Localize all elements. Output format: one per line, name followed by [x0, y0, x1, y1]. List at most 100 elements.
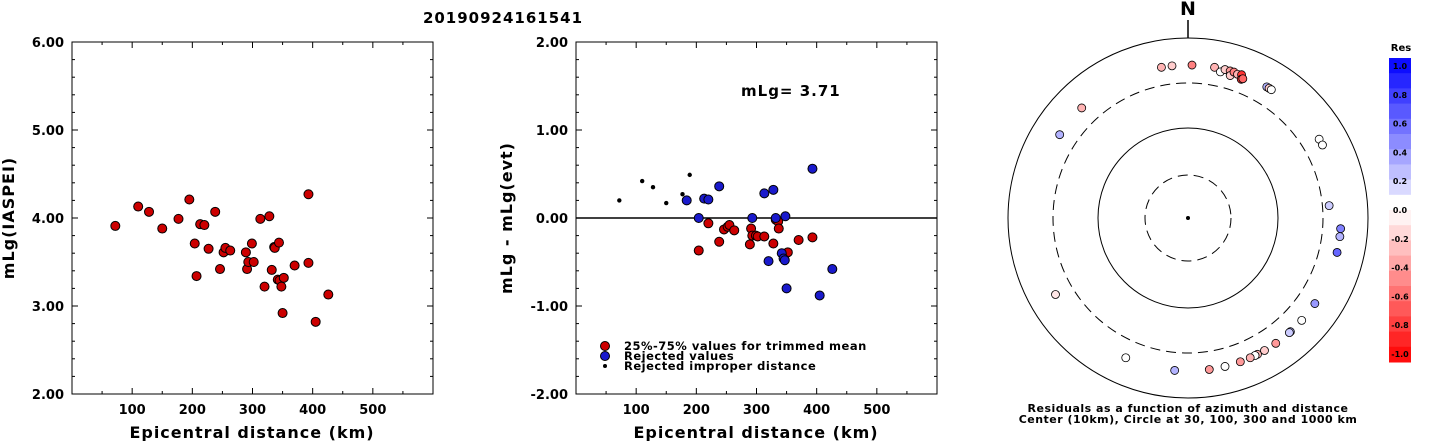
residual-point [1204, 365, 1214, 374]
colorbar-label: 0.2 [1393, 177, 1407, 186]
accepted-point [259, 281, 270, 292]
polar-caption-line1: Residuals as a function of azimuth and d… [1028, 402, 1349, 415]
accepted-point [714, 236, 725, 247]
plot1-xlabel: Epicentral distance (km) [129, 423, 374, 441]
colorbar-cell [1389, 164, 1411, 181]
colorbar-label: 0.8 [1393, 91, 1408, 100]
colorbar-label: -0.2 [1391, 235, 1409, 244]
improper-distance-point [687, 172, 692, 178]
x-tick-label: 400 [803, 403, 830, 418]
residual-point [1335, 232, 1345, 242]
improper-distance-point [617, 198, 622, 203]
legend-rejected-label: Rejected values [624, 349, 734, 363]
accepted-point [133, 201, 144, 212]
y-tick-label: -2.00 [531, 388, 568, 403]
colorbar-labels: 1.0 0.8 0.6 0.4 0.2 0.0 -0.2 -0.4 -0.6 -0.8 -1.0 [1391, 62, 1409, 359]
rejected-point [807, 163, 818, 174]
figure-title: 20190924161541 [423, 9, 583, 27]
colorbar-cell [1389, 73, 1411, 89]
y-tick-label: 5.00 [32, 124, 64, 139]
accepted-point [278, 272, 289, 283]
plot1-points [110, 189, 334, 327]
colorbar-cell [1389, 225, 1411, 241]
rejected-point [779, 255, 790, 266]
accepted-point [191, 271, 202, 282]
accepted-point [203, 243, 214, 254]
x-tick-label: 400 [299, 403, 326, 418]
x-tick-label: 200 [179, 403, 206, 418]
rejected-point [703, 194, 714, 205]
accepted-point [744, 239, 755, 250]
y-tick-label: 1.00 [536, 124, 568, 139]
colorbar-cell [1389, 149, 1411, 165]
residual-point [1245, 353, 1255, 363]
residual-point [1170, 366, 1180, 375]
ring-30km [1144, 174, 1232, 262]
residual-point [1121, 353, 1131, 363]
y-tick-label: 2.00 [32, 388, 64, 403]
accepted-point [173, 213, 184, 224]
colorbar-cells [1389, 58, 1411, 363]
rejected-point [747, 213, 758, 223]
colorbar-label: -0.4 [1391, 264, 1409, 273]
colorbar-cell [1389, 286, 1411, 302]
plot2-annotation: mLg= 3.71 [741, 82, 841, 100]
x-tick-label: 100 [119, 403, 146, 418]
colorbar-label: 0.6 [1393, 120, 1408, 129]
ring-100km [1097, 127, 1279, 309]
colorbar-cell [1389, 255, 1411, 272]
colorbar-label: 0.4 [1393, 148, 1408, 157]
plot1-ylabel: mLg(IASPEI) [0, 157, 18, 279]
accepted-point [303, 257, 314, 268]
accepted-point [310, 316, 321, 327]
plot2-legend: 25%-75% values for trimmed mean Rejected… [600, 339, 866, 373]
residual-point [1220, 362, 1230, 371]
residual-point [1324, 201, 1334, 211]
plot2-xlabel: Epicentral distance (km) [633, 423, 878, 441]
residual-point [1318, 140, 1327, 150]
rejected-point [781, 283, 792, 294]
colorbar-title: Res [1391, 43, 1411, 54]
colorbar-label: -1.0 [1391, 350, 1409, 359]
plot2-points [617, 163, 838, 301]
residual-point [1297, 315, 1307, 325]
residual-point [1266, 85, 1276, 95]
accepted-point [273, 237, 284, 248]
y-tick-label: 0.00 [536, 212, 568, 227]
colorbar-cell [1389, 316, 1411, 333]
colorbar-cell [1389, 88, 1411, 105]
accepted-point [793, 235, 804, 245]
colorbar-cell [1389, 301, 1411, 317]
y-tick-label: -1.00 [531, 300, 568, 315]
residual-point [1051, 290, 1060, 299]
accepted-point [729, 225, 740, 236]
accepted-point [246, 238, 257, 249]
accepted-point [264, 211, 275, 222]
rejected-point [759, 188, 770, 199]
colorbar-cell [1389, 103, 1411, 120]
colorbar-label: -0.6 [1391, 292, 1409, 301]
improper-distance-point [639, 178, 645, 184]
x-tick-label: 300 [239, 403, 266, 418]
residual-point [1157, 62, 1166, 72]
residual-point [1167, 61, 1177, 71]
accepted-point [215, 264, 226, 275]
x-tick-label: 200 [683, 403, 710, 418]
accepted-point [240, 247, 251, 258]
polar-caption-line2: Center (10km), Circle at 30, 100, 300 an… [1019, 413, 1358, 426]
residual-point [1235, 357, 1245, 367]
colorbar-cell [1389, 134, 1411, 150]
colorbar-cell [1389, 194, 1411, 211]
accepted-point [289, 260, 300, 271]
accepted-point [144, 206, 155, 217]
accepted-point [703, 218, 714, 229]
rejected-point [770, 213, 781, 223]
center-marker [1186, 216, 1190, 220]
colorbar-cell [1389, 210, 1411, 226]
plot2-ticks: 100 200 300 400 500 -2.00 -1.00 0.00 1.00 2.00 [531, 36, 937, 418]
legend-improper-label: Rejected improper distance [624, 359, 816, 373]
accepted-point [210, 206, 221, 217]
colorbar-cell [1389, 331, 1411, 348]
legend-improper-marker [603, 364, 607, 368]
accepted-point [110, 220, 121, 231]
